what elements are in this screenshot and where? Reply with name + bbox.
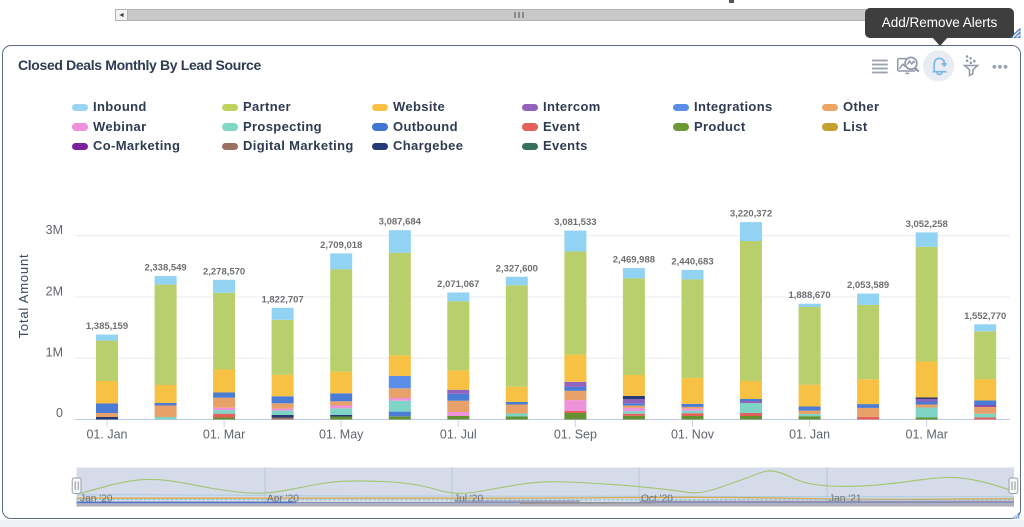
svg-text:1,822,707: 1,822,707 [261, 294, 303, 305]
svg-text:01. Jan: 01. Jan [86, 428, 127, 442]
svg-text:1,385,159: 1,385,159 [86, 321, 128, 332]
svg-text:01. May: 01. May [319, 428, 364, 442]
svg-text:Total Amount: Total Amount [16, 254, 31, 339]
svg-text:1M: 1M [46, 346, 63, 360]
svg-text:01. Nov: 01. Nov [671, 428, 715, 442]
svg-text:2,327,600: 2,327,600 [496, 263, 538, 274]
svg-text:01. Jan: 01. Jan [789, 428, 830, 442]
svg-text:01. Sep: 01. Sep [554, 428, 597, 442]
svg-text:3,220,372: 3,220,372 [730, 209, 772, 220]
svg-text:3,087,684: 3,087,684 [379, 217, 422, 228]
svg-text:2,278,570: 2,278,570 [203, 266, 245, 277]
svg-text:01. Mar: 01. Mar [203, 428, 245, 442]
svg-text:2,338,549: 2,338,549 [144, 263, 186, 274]
svg-text:2,469,988: 2,469,988 [613, 255, 655, 266]
svg-text:1,888,670: 1,888,670 [788, 290, 830, 301]
svg-text:0: 0 [56, 406, 63, 420]
svg-text:2,071,067: 2,071,067 [437, 279, 479, 290]
svg-text:3,052,258: 3,052,258 [906, 219, 948, 230]
svg-text:01. Jul: 01. Jul [440, 428, 477, 442]
svg-text:3,081,533: 3,081,533 [554, 217, 596, 228]
svg-text:3M: 3M [46, 223, 63, 237]
svg-text:Jan '20: Jan '20 [80, 493, 113, 504]
svg-text:Oct '20: Oct '20 [641, 493, 673, 504]
svg-text:1,552,770: 1,552,770 [964, 311, 1006, 322]
svg-text:2,053,589: 2,053,589 [847, 280, 889, 291]
svg-text:01. Mar: 01. Mar [906, 428, 948, 442]
svg-text:Jul '20: Jul '20 [454, 493, 483, 504]
svg-text:Apr '20: Apr '20 [267, 493, 299, 504]
svg-text:2M: 2M [46, 285, 63, 299]
svg-text:2,709,018: 2,709,018 [320, 240, 362, 251]
svg-text:2,440,683: 2,440,683 [671, 256, 713, 267]
svg-text:Jan '21: Jan '21 [829, 493, 862, 504]
